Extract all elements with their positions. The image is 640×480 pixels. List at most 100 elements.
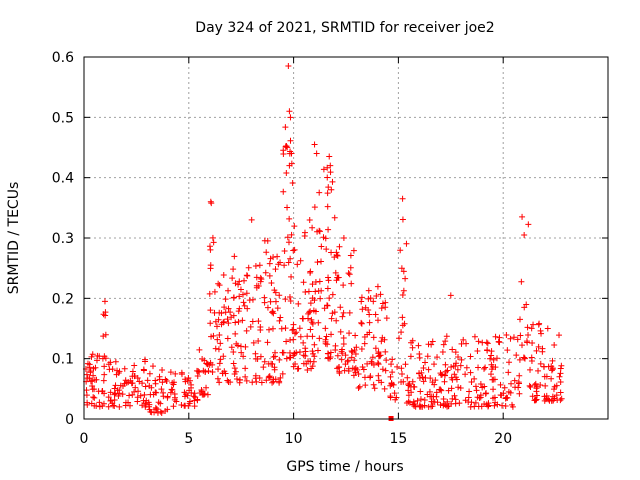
data-point — [272, 353, 279, 360]
y-tick-label: 0.5 — [52, 110, 74, 126]
data-point — [340, 309, 347, 316]
data-point — [490, 386, 497, 393]
x-axis-title: GPS time / hours — [286, 459, 403, 475]
data-point — [257, 326, 264, 333]
data-point — [280, 349, 287, 356]
data-point — [347, 264, 354, 271]
data-point — [236, 278, 243, 285]
data-point — [293, 329, 300, 336]
data-point — [222, 309, 229, 316]
data-point — [286, 293, 293, 300]
data-point — [312, 278, 319, 285]
data-point — [212, 318, 219, 325]
data-point — [304, 333, 311, 340]
data-point — [160, 393, 167, 400]
data-point — [358, 345, 365, 352]
data-point — [285, 63, 292, 70]
data-point — [217, 340, 224, 347]
data-point — [207, 307, 214, 314]
data-point — [281, 262, 288, 269]
data-point — [549, 357, 556, 364]
data-point — [451, 371, 458, 378]
data-point — [309, 348, 316, 355]
x-tick-label: 5 — [184, 431, 193, 447]
data-point — [314, 259, 321, 266]
data-point — [190, 393, 197, 400]
data-point — [371, 385, 378, 392]
data-point — [516, 372, 523, 379]
data-point — [345, 270, 352, 277]
data-point — [362, 382, 369, 389]
data-point — [172, 370, 179, 377]
data-point — [173, 398, 180, 405]
data-point — [225, 378, 232, 385]
data-point — [374, 317, 381, 324]
data-point — [332, 346, 339, 353]
data-point — [481, 365, 488, 372]
data-point — [481, 383, 488, 390]
data-point — [196, 346, 203, 353]
data-point — [327, 169, 334, 176]
data-point — [366, 311, 373, 318]
data-point — [315, 319, 322, 326]
data-point — [557, 370, 564, 377]
data-point — [506, 359, 513, 366]
data-point — [172, 394, 179, 401]
data-point — [310, 358, 317, 365]
data-point — [474, 394, 481, 401]
data-point — [283, 143, 290, 150]
data-point — [350, 372, 357, 379]
data-point — [242, 343, 249, 350]
data-point — [471, 333, 478, 340]
data-point — [84, 375, 91, 382]
data-point — [222, 296, 229, 303]
data-point — [475, 364, 482, 371]
data-point — [549, 366, 556, 373]
data-point — [116, 368, 123, 375]
data-point — [424, 353, 431, 360]
data-point — [267, 298, 274, 305]
data-point — [280, 188, 287, 195]
data-point — [441, 372, 448, 379]
data-point — [274, 305, 281, 312]
data-point — [229, 275, 236, 282]
data-point — [466, 388, 473, 395]
data-point — [264, 237, 271, 244]
data-point — [437, 386, 444, 393]
y-tick-label: 0 — [65, 412, 74, 428]
data-point — [323, 333, 330, 340]
data-point — [224, 316, 231, 323]
data-point — [359, 306, 366, 313]
data-point — [278, 325, 285, 332]
data-point — [167, 369, 174, 376]
data-point — [337, 304, 344, 311]
data-point — [477, 380, 484, 387]
data-point — [300, 315, 307, 322]
data-point — [168, 386, 175, 393]
data-point — [361, 374, 368, 381]
data-point — [499, 402, 506, 409]
data-point — [220, 319, 227, 326]
data-point — [235, 318, 242, 325]
data-point — [425, 341, 432, 348]
data-point — [200, 367, 207, 374]
data-point — [501, 384, 508, 391]
data-point — [164, 394, 171, 401]
data-point — [440, 395, 447, 402]
data-point — [255, 318, 262, 325]
data-point — [300, 352, 307, 359]
data-point — [248, 216, 255, 223]
data-point — [523, 301, 530, 308]
data-point — [225, 287, 232, 294]
data-point — [284, 204, 291, 211]
data-point — [424, 391, 431, 398]
data-point — [417, 396, 424, 403]
data-point — [431, 361, 438, 368]
data-point — [192, 394, 199, 401]
data-point — [188, 381, 195, 388]
data-point — [250, 339, 257, 346]
data-point — [236, 305, 243, 312]
data-point — [132, 384, 139, 391]
data-point — [296, 348, 303, 355]
